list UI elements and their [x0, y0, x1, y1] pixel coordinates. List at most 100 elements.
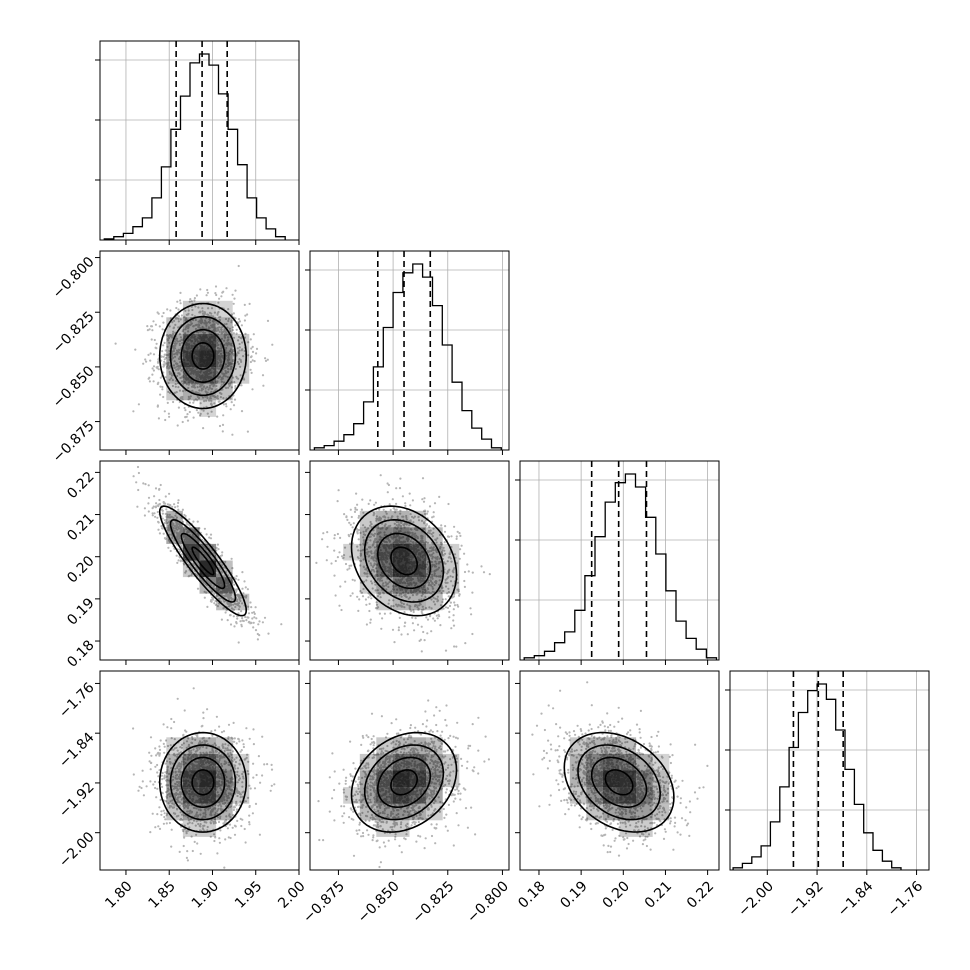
sample-point: [223, 600, 226, 603]
sample-point: [192, 562, 195, 566]
contour-line: [363, 518, 445, 603]
sample-point: [382, 515, 385, 518]
sample-point: [436, 617, 439, 620]
sample-point: [459, 548, 462, 551]
sample-point: [430, 630, 433, 633]
sample-point: [421, 498, 424, 501]
sample-point: [197, 411, 200, 414]
sample-point: [411, 594, 414, 597]
sample-point: [392, 507, 395, 510]
sample-point: [252, 333, 255, 336]
sample-point: [409, 513, 412, 516]
sample-point: [167, 390, 170, 393]
sample-point: [330, 562, 333, 565]
sample-point: [374, 550, 377, 553]
sample-point: [244, 615, 247, 619]
sample-point: [435, 582, 438, 585]
sample-point: [359, 553, 363, 557]
sample-point: [228, 327, 231, 330]
sample-point: [379, 531, 382, 534]
sample-point: [450, 560, 453, 563]
sample-point: [431, 581, 434, 585]
sample-point: [205, 533, 208, 536]
sample-point: [408, 606, 411, 610]
sample-point: [251, 617, 254, 620]
sample-point: [191, 533, 194, 536]
sample-point: [202, 312, 205, 315]
sample-point: [452, 568, 455, 571]
sample-point: [244, 586, 247, 589]
sample-point: [366, 575, 369, 578]
density-cell: [409, 543, 427, 561]
sample-point: [217, 548, 220, 551]
sample-point: [167, 412, 170, 415]
sample-point: [199, 557, 202, 561]
sample-point: [195, 294, 198, 297]
sample-point: [388, 599, 391, 602]
sample-point: [463, 570, 467, 574]
sample-point: [405, 514, 408, 518]
sample-point: [216, 338, 219, 341]
sample-point: [256, 638, 259, 641]
sample-point: [229, 330, 232, 333]
sample-point: [173, 353, 176, 356]
sample-point: [433, 572, 436, 575]
sample-point: [234, 317, 237, 320]
sample-point: [251, 388, 254, 391]
sample-point: [202, 427, 205, 430]
sample-point: [453, 525, 456, 528]
sample-point: [240, 410, 244, 413]
sample-point: [433, 564, 436, 567]
sample-point: [410, 534, 414, 537]
sample-point: [162, 321, 165, 324]
sample-point: [164, 512, 167, 516]
sample-point: [435, 562, 438, 565]
sample-point: [397, 523, 400, 526]
sample-point: [187, 395, 190, 398]
sample-point: [192, 416, 195, 419]
sample-point: [252, 626, 255, 629]
sample-point: [177, 501, 180, 504]
density-cell: [392, 577, 410, 594]
sample-point: [187, 309, 190, 312]
sample-point: [174, 514, 177, 517]
sample-point: [439, 575, 442, 579]
sample-point: [369, 535, 372, 538]
sample-point: [356, 530, 359, 533]
sample-point: [376, 606, 380, 609]
sample-point: [236, 347, 239, 350]
sample-point: [231, 433, 234, 436]
sample-point: [218, 568, 222, 571]
contour-line: [376, 532, 432, 590]
sample-point: [427, 551, 430, 554]
sample-point: [210, 410, 213, 413]
sample-point: [373, 512, 376, 515]
sample-point: [370, 597, 373, 600]
sample-point: [207, 552, 211, 555]
sample-point: [400, 602, 403, 605]
sample-point: [374, 607, 378, 610]
contour-line: [180, 328, 226, 384]
sample-point: [253, 612, 256, 616]
sample-point: [362, 587, 365, 591]
sample-point: [210, 399, 213, 402]
sample-point: [222, 381, 226, 384]
sample-point: [362, 542, 365, 545]
sample-point: [168, 415, 171, 418]
sample-point: [235, 622, 238, 625]
sample-point: [243, 303, 246, 306]
sample-point: [369, 618, 372, 621]
sample-point: [161, 385, 164, 389]
sample-point: [364, 530, 368, 533]
sample-point: [251, 345, 254, 348]
sample-point: [232, 336, 236, 339]
sample-point: [185, 313, 188, 316]
sample-point: [442, 589, 445, 593]
sample-point: [166, 363, 169, 366]
sample-point: [223, 333, 226, 336]
sample-point: [261, 621, 264, 624]
sample-point: [234, 289, 237, 292]
sample-point: [379, 596, 382, 599]
sample-point: [190, 574, 193, 577]
sample-point: [399, 521, 402, 524]
